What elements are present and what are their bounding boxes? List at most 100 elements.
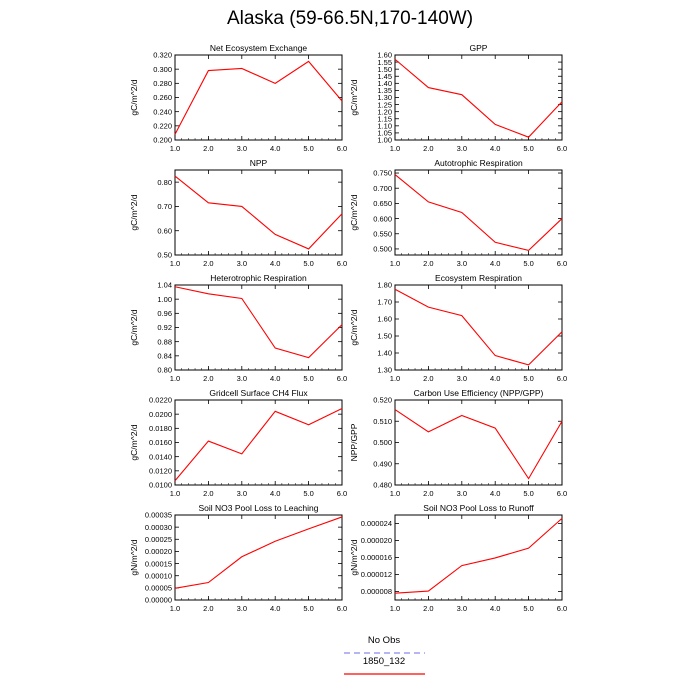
x-tick-label: 3.0 [457,259,467,268]
y-tick-label: 0.520 [373,396,392,405]
y-tick-label: 0.70 [157,202,172,211]
y-tick-label: 0.00010 [145,571,172,580]
y-tick-label: 0.00000 [145,596,172,605]
x-tick-label: 1.0 [390,144,400,153]
y-tick-label: 1.20 [377,107,392,116]
series-line [394,517,563,594]
x-tick-label: 2.0 [203,374,213,383]
y-tick-label: 0.0180 [149,424,172,433]
x-tick-label: 6.0 [557,604,567,613]
plot-frame [174,514,343,601]
y-axis-label: gC/m^2/d [129,309,139,345]
y-tick-label: 0.000024 [361,519,392,528]
y-tick-label: 1.45 [377,72,392,81]
x-tick-label: 1.0 [390,489,400,498]
y-tick-label: 1.40 [377,349,392,358]
x-tick-label: 5.0 [303,259,313,268]
x-tick-label: 1.0 [390,259,400,268]
panel-title: Gridcell Surface CH4 Flux [209,388,308,398]
y-tick-label: 0.480 [373,481,392,490]
x-tick-label: 6.0 [337,374,347,383]
y-tick-label: 0.240 [153,107,172,116]
chart-panel-6: Ecosystem Respiration gC/m^2/d 1.0 2.0 3.0 4.… [349,273,567,383]
x-tick-label: 2.0 [423,144,433,153]
y-tick-label: 0.000020 [361,536,392,545]
y-tick-label: 0.60 [157,226,172,235]
y-axis-label: gC/m^2/d [349,309,359,345]
series-line [174,408,343,482]
x-tick-label: 3.0 [237,374,247,383]
y-axis-label: gC/m^2/d [129,194,139,230]
x-tick-label: 6.0 [337,144,347,153]
x-tick-label: 6.0 [557,144,567,153]
chart-panel-10: Soil NO3 Pool Loss to Runoff gN/m^2/d 1.0 2… [349,503,567,613]
x-tick-label: 6.0 [557,259,567,268]
x-tick-label: 6.0 [557,374,567,383]
chart-panel-1: Net Ecosystem Exchange gC/m^2/d 1.0 2.0 3.0 4… [129,43,347,153]
y-tick-label: 1.25 [377,100,392,109]
x-tick-label: 3.0 [457,144,467,153]
panel-title: Autotrophic Respiration [434,158,523,168]
y-tick-label: 1.60 [377,51,392,60]
y-tick-label: 0.650 [373,199,392,208]
y-tick-label: 0.80 [157,366,172,375]
y-tick-label: 0.260 [153,93,172,102]
y-tick-label: 0.92 [157,323,172,332]
y-tick-label: 0.320 [153,51,172,60]
x-tick-label: 6.0 [337,489,347,498]
y-tick-label: 0.0160 [149,438,172,447]
y-tick-label: 0.00035 [145,511,172,520]
y-tick-label: 0.00020 [145,547,172,556]
y-axis-label: gN/m^2/d [349,539,359,575]
panel-title: Soil NO3 Pool Loss to Runoff [423,503,534,513]
y-axis-label: gC/m^2/d [129,79,139,115]
y-tick-label: 0.280 [153,79,172,88]
x-tick-label: 2.0 [423,259,433,268]
plot-frame [394,169,563,256]
x-tick-label: 4.0 [490,144,500,153]
y-axis-label: gC/m^2/d [129,424,139,460]
y-tick-label: 1.60 [377,315,392,324]
y-tick-label: 0.0140 [149,452,172,461]
y-tick-label: 1.70 [377,298,392,307]
y-tick-label: 0.490 [373,459,392,468]
y-tick-label: 0.220 [153,122,172,131]
y-tick-label: 0.000012 [361,570,392,579]
y-tick-label: 0.000016 [361,553,392,562]
y-tick-label: 0.00015 [145,559,172,568]
x-tick-label: 4.0 [270,374,280,383]
x-tick-label: 3.0 [457,604,467,613]
x-tick-label: 4.0 [490,489,500,498]
x-tick-label: 5.0 [303,374,313,383]
y-tick-label: 0.750 [373,169,392,178]
x-tick-label: 2.0 [423,374,433,383]
x-tick-label: 3.0 [457,374,467,383]
y-tick-label: 1.04 [157,281,172,290]
panel-title: GPP [470,43,488,53]
x-tick-label: 1.0 [170,144,180,153]
x-tick-label: 1.0 [170,374,180,383]
series-line [174,286,343,359]
x-tick-label: 3.0 [237,489,247,498]
series-line [394,174,563,252]
x-tick-label: 1.0 [170,489,180,498]
y-tick-label: 0.88 [157,337,172,346]
x-tick-label: 4.0 [490,374,500,383]
chart-panel-4: Autotrophic Respiration gC/m^2/d 1.0 2.0 3.0… [349,158,567,268]
plot-frame [394,284,563,371]
chart-panel-5: Heterotrophic Respiration gC/m^2/d 1.0 2.0 3… [129,273,347,383]
y-tick-label: 0.500 [373,438,392,447]
x-tick-label: 5.0 [523,604,533,613]
series-line [174,60,343,135]
y-tick-label: 0.500 [373,245,392,254]
x-tick-label: 5.0 [303,604,313,613]
y-axis-label: gN/m^2/d [129,539,139,575]
y-tick-label: 0.96 [157,309,172,318]
x-tick-label: 4.0 [270,489,280,498]
x-tick-label: 5.0 [523,144,533,153]
y-axis-label: gC/m^2/d [349,79,359,115]
y-tick-label: 0.550 [373,229,392,238]
chart-panel-7: Gridcell Surface CH4 Flux gC/m^2/d 1.0 2.0 3… [129,388,347,498]
